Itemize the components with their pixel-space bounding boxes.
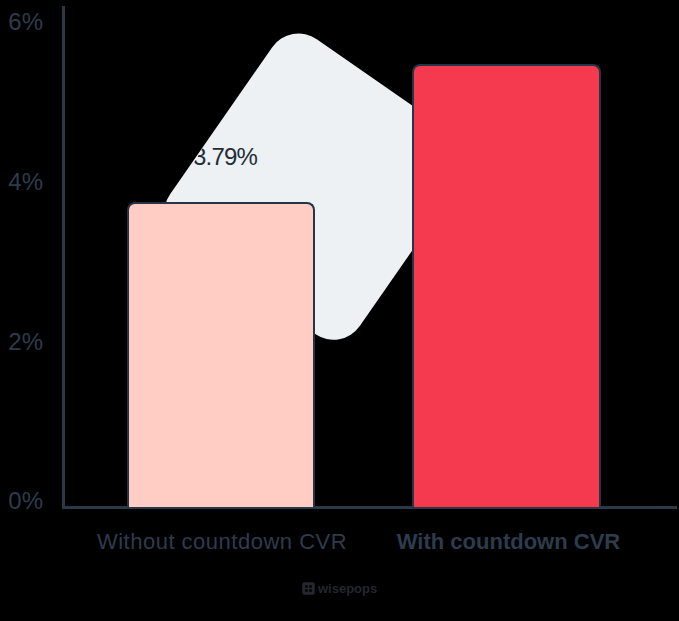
svg-text:3.79%: 3.79% bbox=[193, 143, 258, 170]
